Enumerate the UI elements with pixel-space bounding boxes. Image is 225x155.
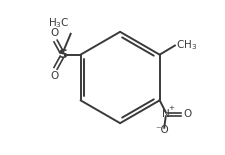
Text: O: O bbox=[51, 71, 59, 81]
Text: CH$_3$: CH$_3$ bbox=[176, 39, 197, 52]
Text: O: O bbox=[184, 109, 192, 119]
Text: N: N bbox=[162, 109, 170, 119]
Text: O: O bbox=[51, 28, 59, 38]
Text: S: S bbox=[58, 48, 68, 61]
Text: +: + bbox=[169, 105, 174, 111]
Text: H$_3$C: H$_3$C bbox=[48, 16, 70, 30]
Text: ⁻O: ⁻O bbox=[155, 125, 169, 135]
